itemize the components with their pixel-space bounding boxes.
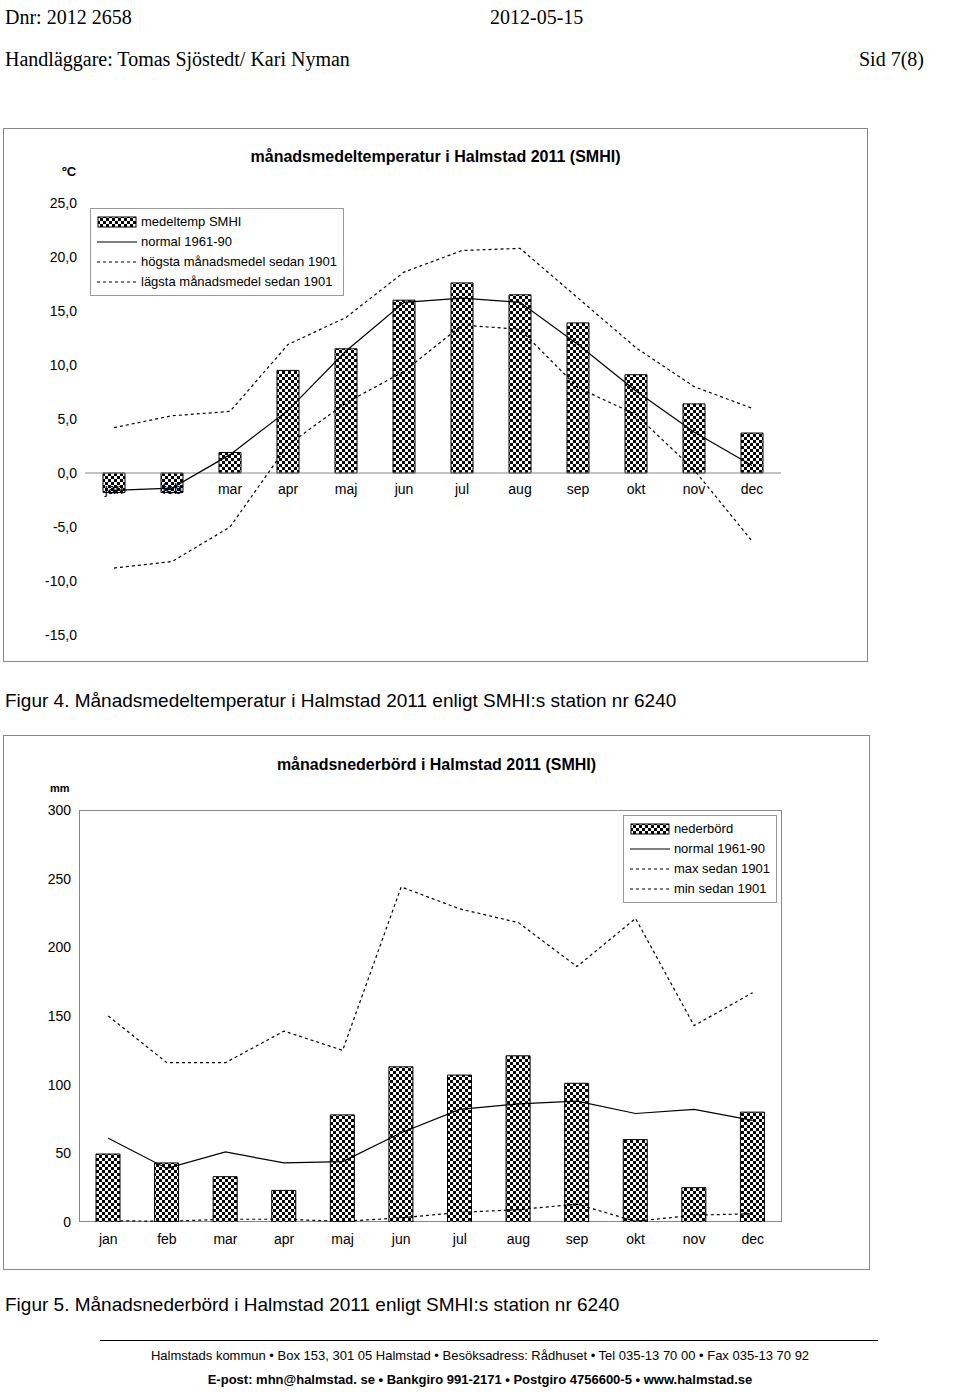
- html-text:medeltemp SMHI: medeltemp SMHI: [141, 214, 242, 229]
- svg-text:-10,0: -10,0: [45, 573, 77, 589]
- svg-text:okt: okt: [627, 481, 646, 497]
- svg-text:jan: jan: [98, 1231, 118, 1247]
- html-text:normal 1961-90: normal 1961-90: [673, 841, 765, 856]
- svg-text:apr: apr: [278, 481, 299, 497]
- svg-text:-5,0: -5,0: [53, 519, 77, 535]
- svg-text:10,0: 10,0: [50, 357, 77, 373]
- svg-text:nov: nov: [683, 1231, 706, 1247]
- svg-text:aug: aug: [508, 481, 531, 497]
- svg-text:20,0: 20,0: [50, 249, 77, 265]
- html-text:ºC: ºC: [62, 164, 77, 179]
- svg-text:maj: maj: [331, 1231, 354, 1247]
- svg-text:sep: sep: [566, 1231, 589, 1247]
- html-text:Handläggare: Tomas Sjöstedt/ K: Handläggare: Tomas Sjöstedt/ Kari Nyman: [5, 48, 350, 70]
- svg-text:nov: nov: [683, 481, 706, 497]
- svg-text:15,0: 15,0: [50, 303, 77, 319]
- html-text:Halmstads kommun • Box 153, 30: Halmstads kommun • Box 153, 301 05 Halms…: [150, 1348, 810, 1363]
- html-text:normal 1961-90: normal 1961-90: [141, 234, 233, 249]
- svg-text:jan: jan: [104, 481, 124, 497]
- html-text:månadsmedeltemperatur i Halmst: månadsmedeltemperatur i Halmstad 2011 (S…: [250, 148, 621, 165]
- svg-text:300: 300: [48, 802, 72, 818]
- html-text:2012-05-15: 2012-05-15: [490, 6, 584, 28]
- svg-text:50: 50: [55, 1145, 71, 1161]
- svg-text:jul: jul: [454, 481, 469, 497]
- svg-text:feb: feb: [157, 1231, 177, 1247]
- svg-text:150: 150: [48, 1008, 72, 1024]
- svg-text:5,0: 5,0: [58, 411, 78, 427]
- svg-text:dec: dec: [741, 481, 764, 497]
- svg-text:apr: apr: [274, 1231, 295, 1247]
- html-text:månadsnederbörd i Halmstad 201: månadsnederbörd i Halmstad 2011 (SMHI): [276, 756, 597, 773]
- svg-text:jul: jul: [452, 1231, 467, 1247]
- html-text:lägsta månadsmedel sedan 1901: lägsta månadsmedel sedan 1901: [141, 274, 333, 289]
- html-text:mm: mm: [50, 782, 70, 794]
- svg-text:feb: feb: [162, 481, 182, 497]
- svg-text:maj: maj: [335, 481, 358, 497]
- svg-text:aug: aug: [507, 1231, 530, 1247]
- html-text:högsta månadsmedel sedan 1901: högsta månadsmedel sedan 1901: [141, 254, 337, 269]
- html-text:Sid 7(8): Sid 7(8): [859, 48, 924, 70]
- html-text:max sedan 1901: max sedan 1901: [673, 861, 770, 876]
- svg-text:-15,0: -15,0: [45, 627, 77, 643]
- svg-text:200: 200: [48, 939, 72, 955]
- svg-text:okt: okt: [626, 1231, 645, 1247]
- svg-text:mar: mar: [213, 1231, 237, 1247]
- svg-text:jun: jun: [391, 1231, 411, 1247]
- html-text:nederbörd: nederbörd: [673, 821, 734, 836]
- svg-text:0: 0: [63, 1214, 71, 1230]
- svg-text:0,0: 0,0: [58, 465, 78, 481]
- svg-text:sep: sep: [567, 481, 590, 497]
- svg-text:250: 250: [48, 871, 72, 887]
- html-text:Figur 5. Månadsnederbörd i Hal: Figur 5. Månadsnederbörd i Halmstad 2011…: [5, 1294, 620, 1315]
- html-text:Dnr: 2012 2658: Dnr: 2012 2658: [5, 6, 132, 28]
- html-text:min sedan 1901: min sedan 1901: [673, 881, 767, 896]
- html-text:E-post: mhn@halmstad. se • Ban: E-post: mhn@halmstad. se • Bankgiro 991-…: [207, 1372, 753, 1387]
- html-text:Figur 4. Månadsmedeltemperatur: Figur 4. Månadsmedeltemperatur i Halmsta…: [5, 690, 677, 711]
- svg-text:jun: jun: [394, 481, 414, 497]
- svg-text:mar: mar: [218, 481, 242, 497]
- svg-text:dec: dec: [741, 1231, 764, 1247]
- svg-text:25,0: 25,0: [50, 195, 77, 211]
- svg-text:100: 100: [48, 1077, 72, 1093]
